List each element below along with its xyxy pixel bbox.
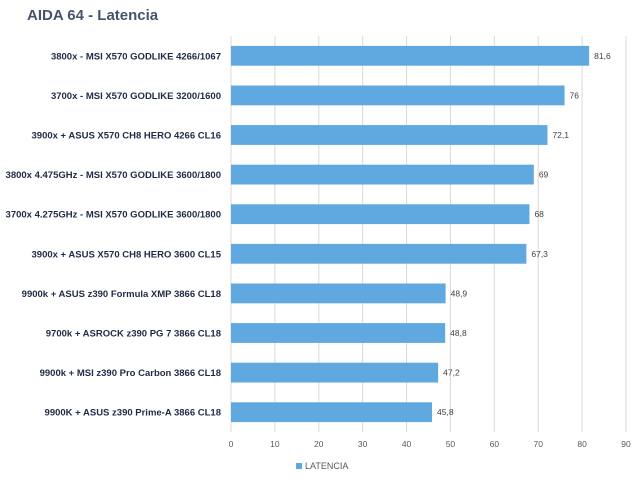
x-tick-label: 30 (358, 439, 368, 449)
x-tick-label: 20 (314, 439, 324, 449)
x-tick-label: 60 (490, 439, 500, 449)
chart-title: AIDA 64 - Latencia (27, 7, 159, 24)
value-label: 81,6 (594, 51, 611, 61)
legend-swatch (296, 463, 302, 469)
bars (231, 45, 590, 423)
bar (231, 323, 446, 343)
x-tick-label: 80 (577, 439, 587, 449)
x-tick-label: 50 (446, 439, 456, 449)
category-label: 3900x + ASUS X570 CH8 HERO 4266 CL16 (32, 131, 222, 142)
bar (231, 243, 527, 264)
x-tick-label: 0 (229, 439, 234, 449)
category-label: 9900K + ASUS z390 Prime-A 3866 CL18 (45, 408, 221, 419)
bar (231, 362, 439, 383)
category-label: 3700x - MSI X570 GODLIKE 3200/1600 (51, 91, 221, 102)
legend: LATENCIA (296, 461, 348, 471)
value-label: 67,3 (531, 249, 548, 259)
bar (231, 85, 565, 106)
x-axis-ticks: 0 10 20 30 40 50 60 70 80 90 (229, 439, 631, 449)
value-label: 76 (570, 90, 580, 100)
value-label: 69 (539, 170, 549, 180)
category-label: 9900k + ASUS z390 Formula XMP 3866 CL18 (22, 289, 221, 300)
value-label: 48,8 (450, 328, 467, 338)
category-label: 3800x 4.475GHz - MSI X570 GODLIKE 3600/1… (6, 170, 221, 181)
bar (231, 125, 548, 145)
category-label: 3800x - MSI X570 GODLIKE 4266/1067 (51, 51, 221, 62)
bar (231, 204, 530, 225)
legend-label: LATENCIA (305, 461, 348, 471)
value-label: 47,2 (443, 368, 460, 378)
category-label: 9700k + ASROCK z390 PG 7 3866 CL18 (46, 329, 221, 340)
category-label: 3900x + ASUS X570 CH8 HERO 3600 CL15 (32, 249, 222, 260)
category-labels: 3800x - MSI X570 GODLIKE 4266/1067 3700x … (6, 51, 222, 418)
x-tick-label: 40 (402, 439, 412, 449)
x-tick-label: 90 (621, 439, 631, 449)
bar (231, 164, 534, 185)
category-label: 9900k + MSI z390 Pro Carbon 3866 CL18 (40, 368, 221, 379)
bar (231, 45, 590, 66)
x-tick-label: 70 (533, 439, 543, 449)
value-label: 68 (534, 209, 544, 219)
bar (231, 283, 446, 304)
bar (231, 402, 433, 423)
value-label: 72,1 (552, 130, 569, 140)
category-label: 3700x 4.275GHz - MSI X570 GODLIKE 3600/1… (6, 210, 221, 221)
value-labels: 81,6 76 72,1 69 68 67,3 48,9 48,8 47,2 45,8 (437, 51, 611, 417)
x-tick-label: 10 (270, 439, 280, 449)
value-label: 45,8 (437, 407, 454, 417)
value-label: 48,9 (451, 288, 468, 298)
